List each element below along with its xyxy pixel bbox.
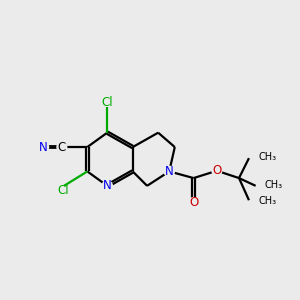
Text: Cl: Cl: [57, 184, 69, 197]
Text: CH₃: CH₃: [265, 180, 283, 190]
Circle shape: [189, 198, 199, 207]
Circle shape: [39, 142, 49, 152]
Text: N: N: [103, 179, 112, 192]
Text: C: C: [58, 141, 66, 154]
Text: CH₃: CH₃: [258, 196, 276, 206]
Circle shape: [102, 181, 112, 191]
Text: N: N: [165, 165, 174, 178]
Text: N: N: [39, 141, 48, 154]
Text: O: O: [189, 196, 198, 209]
Circle shape: [164, 166, 174, 176]
Text: Cl: Cl: [101, 96, 113, 109]
Text: O: O: [212, 164, 221, 177]
Text: CH₃: CH₃: [258, 152, 276, 162]
Circle shape: [57, 142, 67, 152]
Circle shape: [212, 166, 222, 175]
